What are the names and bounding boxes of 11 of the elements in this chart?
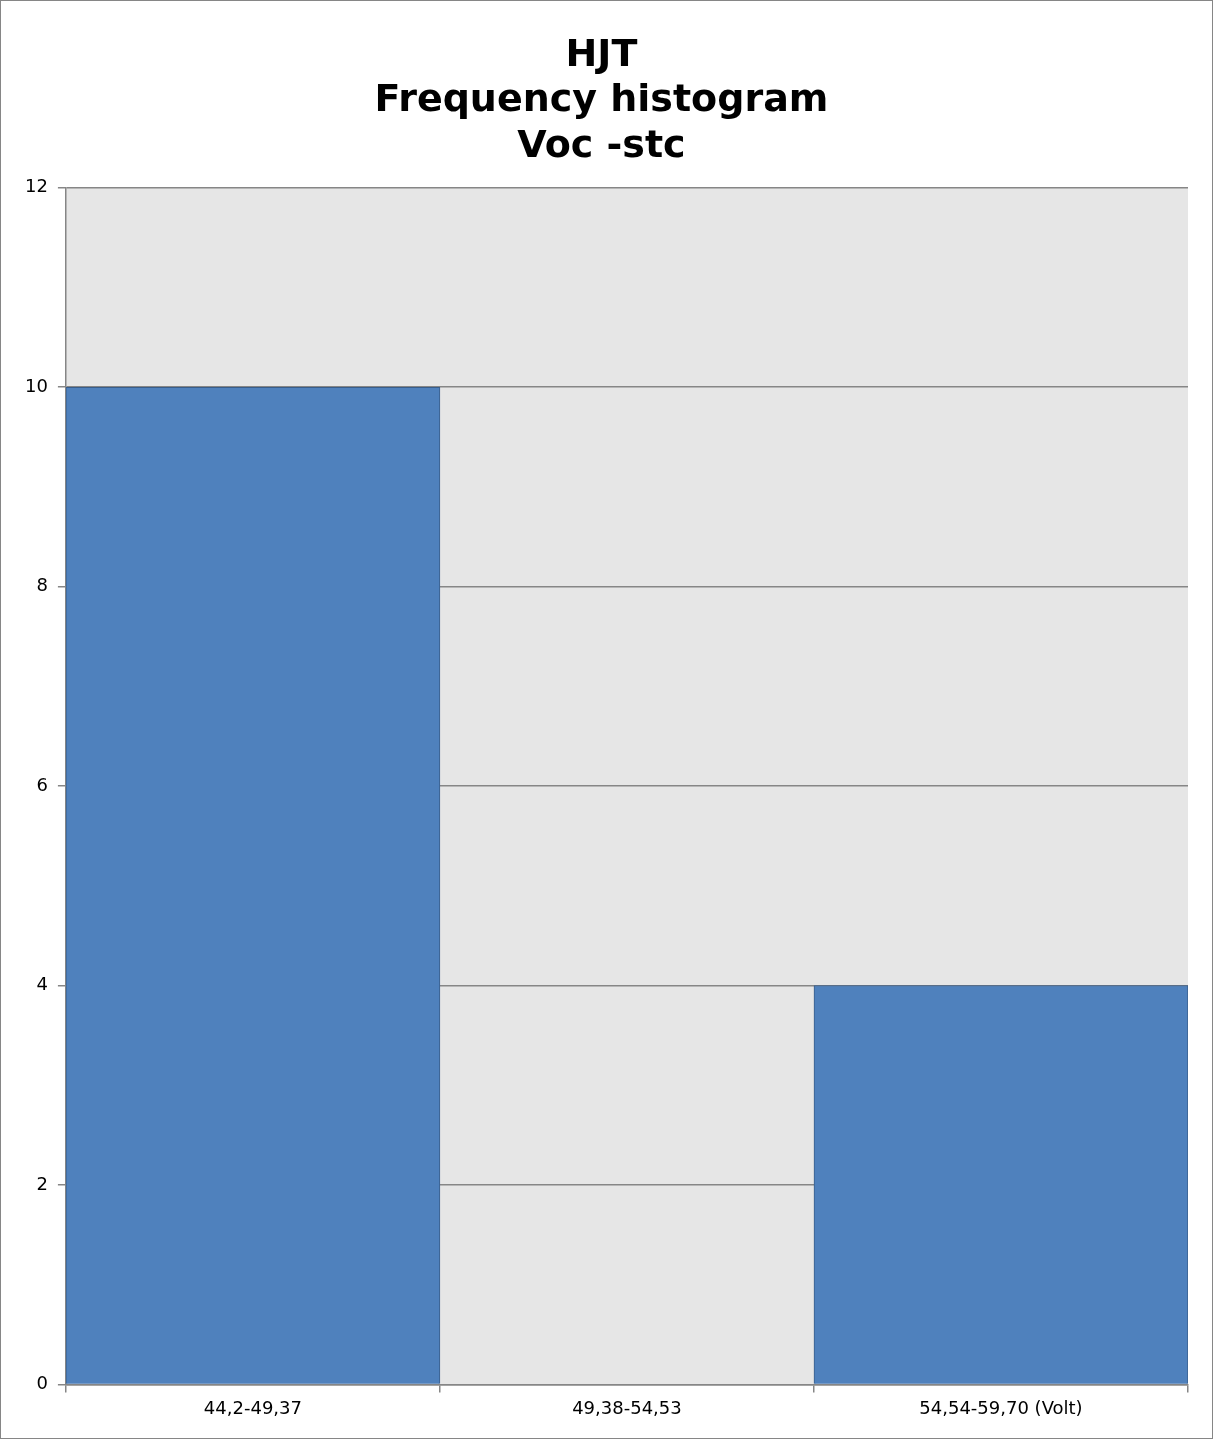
y-tick-label: 2 <box>36 1172 48 1194</box>
y-tick-label: 10 <box>25 374 48 396</box>
y-tick-label: 6 <box>36 773 48 795</box>
x-tick-label: 54,54-59,70 (Volt) <box>919 1396 1083 1418</box>
y-tick-label: 12 <box>25 175 48 197</box>
y-tick-label: 0 <box>36 1372 48 1394</box>
chart-title: HJT Frequency histogram Voc -stc <box>374 30 829 166</box>
x-tick-label: 44,2-49,37 <box>203 1396 302 1418</box>
y-tick-label: 4 <box>36 973 48 995</box>
x-tick-label: 49,38-54,53 <box>572 1396 682 1418</box>
y-tick-label: 8 <box>36 574 48 596</box>
